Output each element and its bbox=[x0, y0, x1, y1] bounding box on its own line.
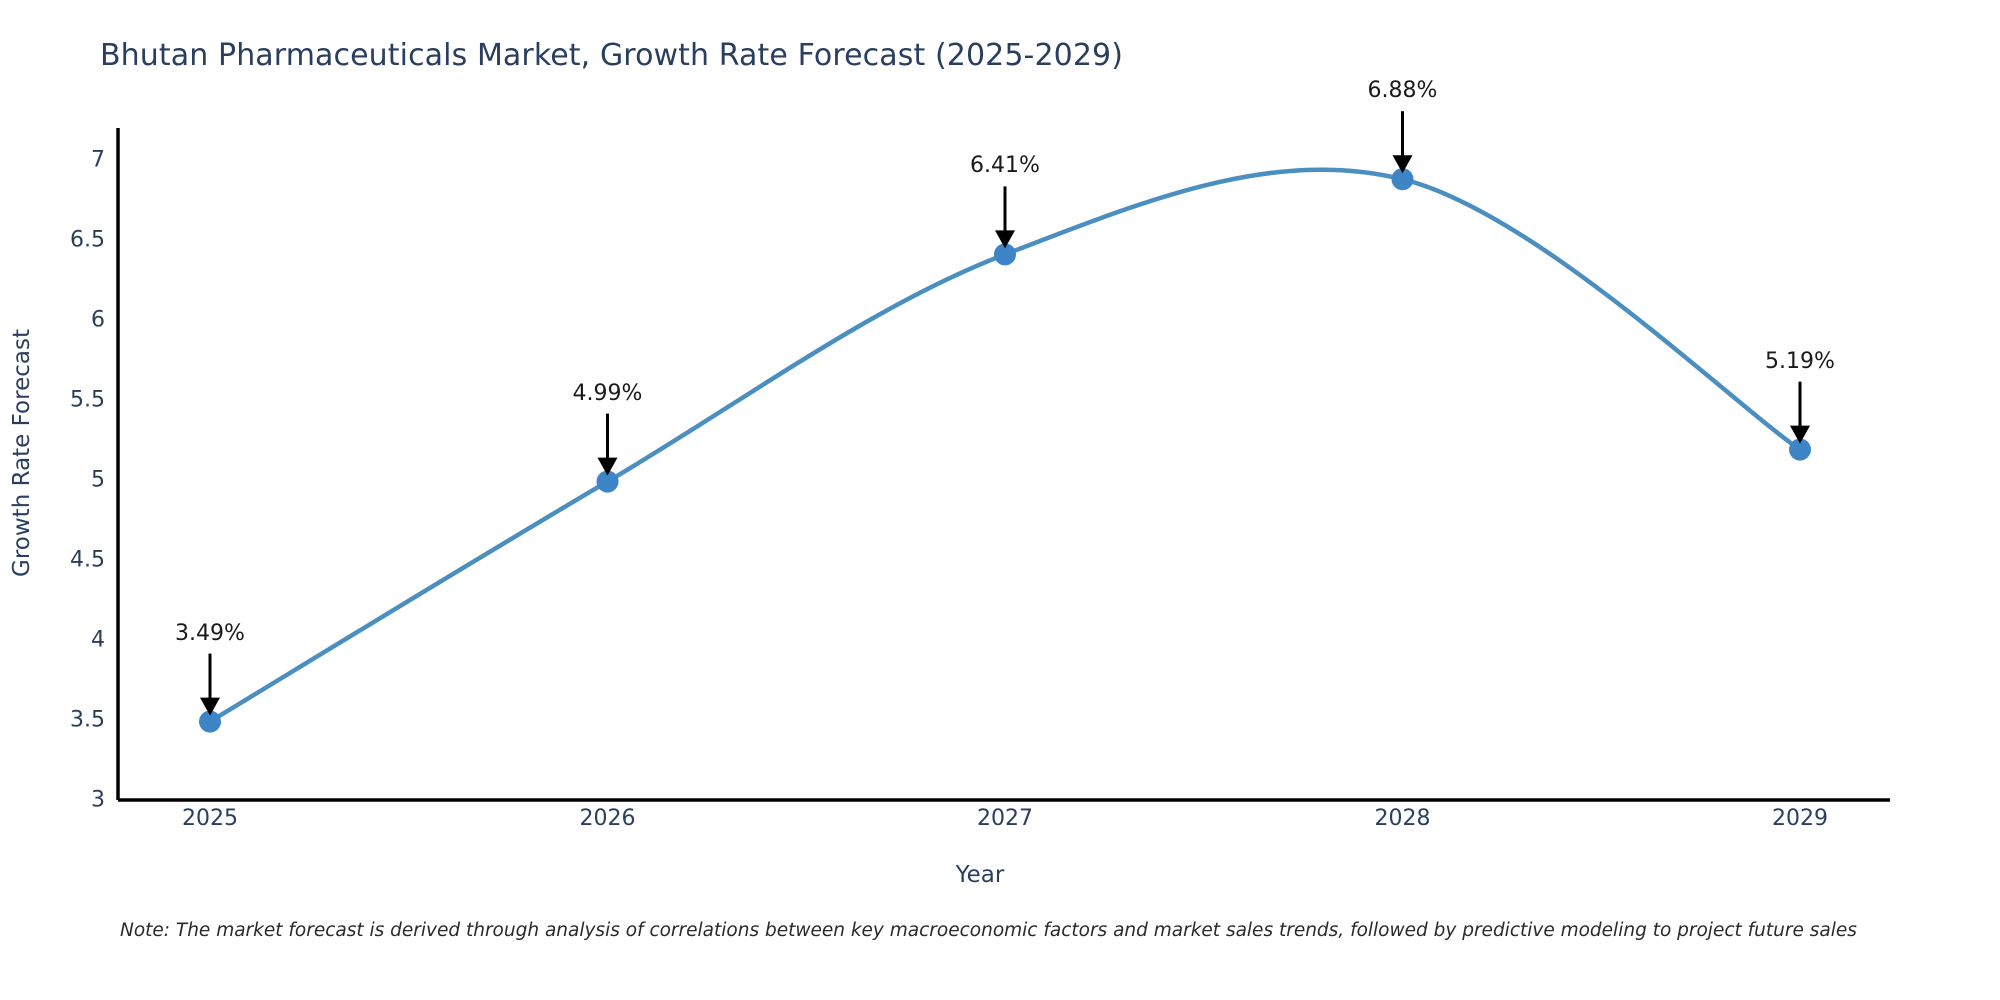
data-point-marker[interactable] bbox=[596, 470, 619, 493]
y-tick-label: 7 bbox=[91, 147, 105, 173]
data-point-marker[interactable] bbox=[994, 243, 1016, 266]
x-tick-label: 2028 bbox=[1374, 806, 1431, 831]
annotation-arrow-head bbox=[200, 697, 220, 716]
y-axis-tick-labels: 3 3.5 4 4.5 5 5.5 6 6.5 7 bbox=[5, 0, 105, 1000]
annotation-arrow-head bbox=[995, 230, 1015, 249]
data-point-marker[interactable] bbox=[1391, 168, 1414, 191]
annotation-arrow-head bbox=[1392, 155, 1413, 174]
x-tick-label: 2029 bbox=[1772, 806, 1828, 831]
y-tick-label: 3.5 bbox=[70, 707, 105, 733]
x-axis-title-text: Year bbox=[955, 862, 1005, 888]
data-point-value-label: 5.19% bbox=[1765, 348, 1835, 374]
chart-title: Bhutan Pharmaceuticals Market, Growth Ra… bbox=[100, 38, 1124, 73]
annotation-arrow-head bbox=[1790, 425, 1810, 444]
data-point-value-label: 6.41% bbox=[970, 153, 1040, 179]
y-tick-label: 4 bbox=[91, 627, 105, 653]
data-point-marker[interactable] bbox=[199, 710, 221, 733]
data-point-value-label: 6.88% bbox=[1367, 78, 1438, 104]
x-tick-label: 2027 bbox=[977, 806, 1033, 831]
y-tick-label: 5 bbox=[91, 467, 105, 493]
x-tick-label: 2025 bbox=[182, 806, 238, 831]
y-tick-label: 6 bbox=[91, 307, 105, 333]
y-tick-label: 5.5 bbox=[70, 387, 105, 413]
annotation-arrows bbox=[200, 111, 1810, 716]
x-tick-label: 2026 bbox=[579, 806, 636, 831]
x-axis-title: Year bbox=[0, 862, 2000, 888]
y-tick-label: 3 bbox=[91, 787, 105, 813]
annotation-arrow-head bbox=[597, 457, 618, 476]
y-tick-label: 6.5 bbox=[70, 227, 105, 253]
data-point-value-label: 3.49% bbox=[175, 620, 245, 646]
data-point-markers bbox=[199, 168, 1811, 733]
footnote-note: Note: The market forecast is derived thr… bbox=[120, 920, 1857, 941]
data-point-value-label: 4.99% bbox=[572, 380, 643, 406]
y-tick-label: 4.5 bbox=[70, 547, 105, 573]
data-point-marker[interactable] bbox=[1789, 438, 1811, 461]
